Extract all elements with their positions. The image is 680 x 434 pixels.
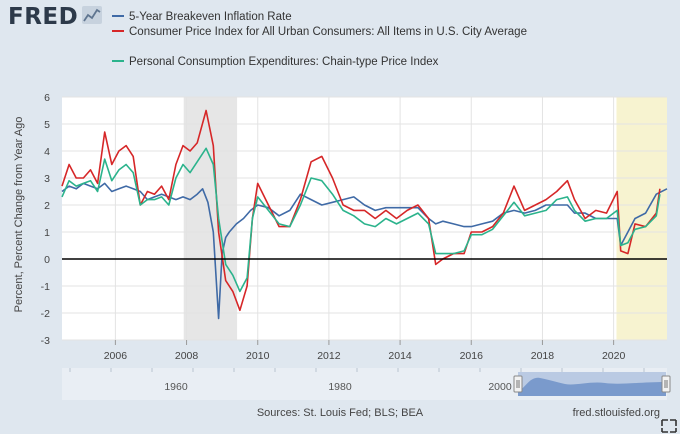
navigator-label-2000: 2000 bbox=[488, 381, 512, 393]
navigator-selection[interactable] bbox=[518, 372, 666, 396]
x-tick-label: 2012 bbox=[317, 350, 341, 362]
legend-label-breakeven: 5-Year Breakeven Inflation Rate bbox=[129, 11, 292, 23]
y-axis-ticks: -3 -2 -1 0 1 2 3 4 5 6 bbox=[41, 92, 51, 347]
x-axis-ticks: 2006 2008 2010 2012 2014 2016 2018 2020 bbox=[104, 340, 626, 362]
recession-band bbox=[616, 97, 667, 340]
plot-area[interactable] bbox=[62, 97, 667, 340]
fred-logo-chart-icon bbox=[82, 6, 102, 24]
fred-logo-text: FRED bbox=[8, 4, 78, 30]
legend-item-pce[interactable]: Personal Consumption Expenditures: Chain… bbox=[112, 56, 439, 68]
legend-label-pce: Personal Consumption Expenditures: Chain… bbox=[129, 56, 439, 68]
series-line-breakeven bbox=[61, 182, 668, 320]
sources-text: Sources: St. Louis Fed; BLS; BEA bbox=[257, 407, 424, 419]
y-tick-label: 2 bbox=[44, 200, 50, 212]
y-tick-label: 0 bbox=[44, 254, 50, 266]
navigator-sparkline bbox=[518, 377, 666, 396]
x-tick-label: 2006 bbox=[104, 350, 128, 362]
site-link[interactable]: fred.stlouisfed.org bbox=[573, 407, 660, 419]
x-tick-label: 2020 bbox=[602, 350, 626, 362]
y-tick-label: -3 bbox=[41, 335, 50, 347]
legend-label-cpi: Consumer Price Index for All Urban Consu… bbox=[129, 26, 527, 38]
legend-item-breakeven[interactable]: 5-Year Breakeven Inflation Rate bbox=[112, 11, 292, 23]
navigator-handle-right[interactable] bbox=[661, 375, 671, 393]
x-tick-label: 2008 bbox=[175, 350, 199, 362]
y-axis-title: Percent, Percent Change from Year Ago bbox=[13, 117, 25, 313]
series-line-pce bbox=[61, 147, 661, 293]
series-line-cpi bbox=[61, 109, 661, 312]
x-tick-label: 2016 bbox=[460, 350, 484, 362]
series-lines bbox=[61, 109, 668, 320]
navigator-handle-left[interactable] bbox=[513, 375, 523, 393]
y-tick-label: 6 bbox=[44, 92, 50, 104]
y-tick-label: 1 bbox=[44, 227, 50, 239]
navigator-label-1960: 1960 bbox=[164, 381, 188, 393]
x-tick-label: 2018 bbox=[531, 350, 555, 362]
y-tick-label: -2 bbox=[41, 308, 50, 320]
range-navigator[interactable]: 1960 1980 2000 bbox=[62, 368, 671, 400]
y-tick-label: 5 bbox=[44, 119, 50, 131]
y-tick-label: 3 bbox=[44, 173, 50, 185]
fullscreen-expand-icon[interactable] bbox=[661, 419, 677, 433]
y-tick-label: 4 bbox=[44, 146, 50, 158]
x-tick-label: 2010 bbox=[246, 350, 270, 362]
navigator-label-1980: 1980 bbox=[328, 381, 352, 393]
navigator-ticks bbox=[69, 368, 645, 372]
x-tick-label: 2014 bbox=[388, 350, 412, 362]
chart-legend: 5-Year Breakeven Inflation Rate Consumer… bbox=[112, 11, 527, 68]
legend-item-cpi[interactable]: Consumer Price Index for All Urban Consu… bbox=[112, 26, 527, 38]
y-tick-label: -1 bbox=[41, 281, 50, 293]
fred-logo[interactable]: FRED bbox=[8, 4, 102, 30]
